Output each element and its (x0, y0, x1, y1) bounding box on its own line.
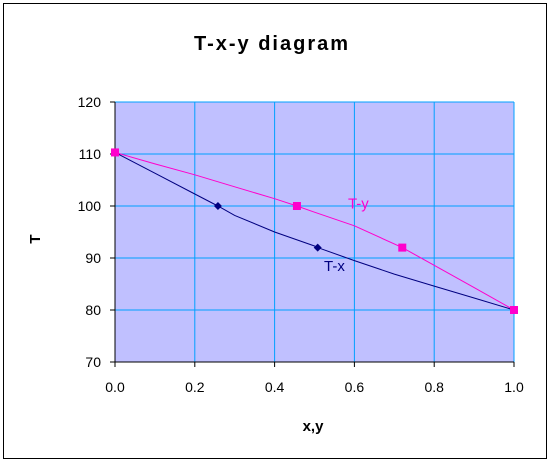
y-tick-label: 90 (85, 250, 101, 266)
y-tick-label: 100 (78, 198, 102, 214)
plot-area (115, 102, 514, 362)
chart-title: T-x-y diagram (194, 33, 350, 55)
series-point-t-y (292, 202, 301, 210)
series-label-t-x: T-x (324, 258, 345, 275)
x-tick-label: 0.6 (345, 379, 365, 395)
series-line-t-y (114, 151, 515, 311)
t-x-y-chart: T-x-y diagram x,y T 0.0 0.2 0.4 0.6 0.8 1.0 70… (27, 33, 524, 435)
y-tick-label: 80 (85, 302, 101, 318)
series-point-t-y (111, 148, 119, 157)
series-label-t-y: T-y (348, 196, 369, 213)
x-tick-label: 0.4 (265, 379, 285, 395)
y-tick-label: 120 (78, 94, 102, 110)
x-tick-label: 0.8 (424, 379, 444, 395)
x-axis-label: x,y (303, 418, 325, 435)
series-point-t-y (510, 306, 518, 314)
y-tick-label: 70 (85, 354, 101, 370)
series-point-t-x (213, 202, 222, 210)
series-point-t-x (313, 243, 322, 252)
y-tick-label: 110 (79, 146, 102, 162)
series-line-t-x (114, 151, 515, 311)
x-tick-label: 1.0 (504, 379, 524, 395)
chart-frame: T-x-y diagram x,y T 0.0 0.2 0.4 0.6 0.8 1.0 70… (3, 3, 547, 459)
series-point-t-y (398, 243, 407, 252)
x-tick-label: 0.0 (105, 379, 125, 395)
x-tick-label: 0.2 (185, 379, 205, 395)
y-axis-label: T (27, 234, 44, 243)
